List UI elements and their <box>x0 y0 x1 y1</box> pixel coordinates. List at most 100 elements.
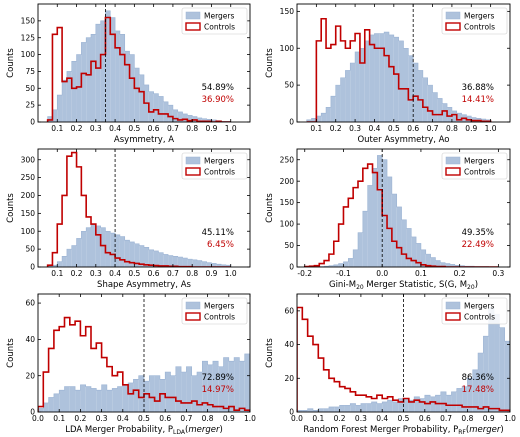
mergers-bar <box>350 403 356 412</box>
y-tick-label: 0 <box>289 408 294 417</box>
x-tick-label: 0.3 <box>492 269 504 278</box>
legend-mergers-label: Mergers <box>464 157 494 166</box>
mergers-bar <box>348 258 354 267</box>
legend-controls-swatch <box>445 312 461 321</box>
y-tick-label: 50 <box>25 245 35 254</box>
mergers-bar <box>211 119 217 122</box>
mergers-percentage: 86.36% <box>462 373 494 383</box>
mergers-bar <box>302 410 308 412</box>
mergers-bar <box>212 361 219 412</box>
mergers-bar <box>316 116 322 122</box>
x-axis-label: Outer Asymmetry, Ao <box>357 135 449 145</box>
legend-mergers-swatch <box>185 301 201 310</box>
mergers-bar <box>101 384 107 412</box>
legend-mergers-label: Mergers <box>204 12 234 21</box>
y-tick-label: 40 <box>284 340 294 349</box>
mergers-bar <box>374 33 380 122</box>
mergers-bar <box>499 327 505 412</box>
x-tick-label: 0.3 <box>355 414 367 423</box>
controls-percentage: 14.97% <box>202 385 234 395</box>
mergers-bar <box>366 403 372 412</box>
mergers-outline <box>47 10 232 122</box>
mergers-bar <box>134 243 140 267</box>
mergers-bar <box>440 391 447 412</box>
x-tick-label: 0.2 <box>71 269 83 278</box>
mergers-bar <box>206 262 212 267</box>
mergers-bar <box>122 384 129 412</box>
mergers-bar <box>338 263 344 267</box>
mergers-bar <box>144 381 150 412</box>
mergers-bar <box>472 369 479 412</box>
x-tick-label: 0.7 <box>167 124 179 133</box>
x-tick-label: 0.1 <box>415 269 427 278</box>
x-tick-label: 0.4 <box>117 414 129 423</box>
mergers-bar <box>225 265 231 267</box>
mergers-bar <box>451 110 457 122</box>
mergers-bar <box>91 388 97 412</box>
mergers-bar <box>86 37 91 122</box>
x-tick-label: 0.6 <box>419 414 431 423</box>
mergers-bar <box>239 361 245 412</box>
mergers-bar <box>339 405 345 412</box>
plot-area <box>306 4 492 122</box>
y-tick-label: 125 <box>21 33 36 42</box>
axes-frame <box>296 3 511 123</box>
mergers-bar <box>105 10 111 122</box>
mergers-bar <box>57 95 63 122</box>
mergers-bar <box>396 206 402 267</box>
panel-6: 0.0 0.1 0.2 0.3 0.4 0.5 0.6 0.7 0.8 0.9 1.0 0 20 40 60… <box>265 293 516 436</box>
x-tick-label: 0.4 <box>376 414 388 423</box>
mergers-bar <box>387 400 393 412</box>
mergers-bar <box>129 241 135 267</box>
mergers-bar <box>437 98 443 122</box>
mergers-bar <box>81 42 87 122</box>
x-tick-label: 0.2 <box>330 124 342 133</box>
mergers-bar <box>53 393 60 412</box>
mergers-outline <box>297 307 510 412</box>
mergers-bar <box>234 357 240 412</box>
mergers-bar <box>177 111 183 122</box>
mergers-bar <box>52 265 58 267</box>
mergers-bar <box>148 249 154 267</box>
legend-controls-swatch <box>185 312 201 321</box>
x-tick-label: 0.6 <box>148 269 160 278</box>
controls-percentage: 6.45% <box>207 240 234 250</box>
mergers-bar <box>483 336 489 412</box>
plot-area <box>46 4 232 122</box>
y-tick-label: 250 <box>280 155 295 164</box>
controls-step-line <box>38 316 250 412</box>
mergers-bar <box>106 390 113 412</box>
mergers-bar <box>105 231 111 267</box>
x-tick-label: 1.0 <box>225 269 237 278</box>
x-tick-label: 0.8 <box>186 269 198 278</box>
mergers-bar <box>312 410 319 412</box>
x-tick-label: 0.3 <box>349 124 361 133</box>
x-tick-label: 0.9 <box>205 124 217 133</box>
mergers-bar <box>340 77 346 122</box>
y-tick-label: 150 <box>21 16 36 25</box>
mergers-bar <box>504 341 510 412</box>
mergers-bar <box>391 194 397 267</box>
mergers-bar <box>357 232 363 267</box>
y-axis-label: Counts <box>265 338 275 368</box>
mergers-bar <box>430 396 436 412</box>
mergers-bar <box>100 20 106 122</box>
mergers-bar <box>223 357 229 412</box>
mergers-bar <box>177 256 183 267</box>
mergers-bar <box>159 379 166 412</box>
x-axis-label: LDA Merger Probability, PLDA(merger) <box>65 425 223 436</box>
y-tick-label: 50 <box>25 84 35 93</box>
mergers-bar <box>149 375 155 412</box>
mergers-bar <box>163 254 169 267</box>
mergers-bar <box>228 361 235 412</box>
mergers-bar <box>138 375 144 412</box>
mergers-bar <box>420 249 426 267</box>
mergers-bar <box>321 113 327 122</box>
mergers-bar <box>115 234 120 267</box>
x-tick-label: 0.4 <box>109 269 121 278</box>
mergers-bar <box>133 379 139 412</box>
mergers-bar <box>128 382 134 412</box>
mergers-percentage: 36.88% <box>462 83 494 93</box>
mergers-bar <box>430 257 436 267</box>
mergers-bar <box>197 372 203 412</box>
